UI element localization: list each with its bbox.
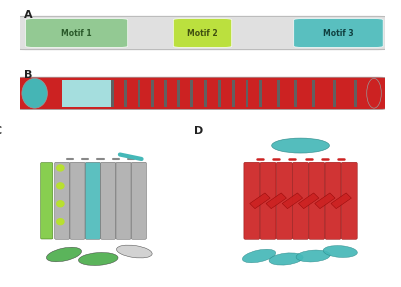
Bar <box>167 79 177 107</box>
Polygon shape <box>315 193 335 209</box>
Bar <box>277 79 280 107</box>
Ellipse shape <box>22 78 47 108</box>
Text: B: B <box>24 70 32 80</box>
FancyBboxPatch shape <box>309 162 325 239</box>
Circle shape <box>57 165 64 171</box>
Bar <box>333 79 336 107</box>
Text: A: A <box>24 9 32 20</box>
Text: C: C <box>0 126 2 136</box>
Bar <box>235 79 245 107</box>
Text: Motif 3: Motif 3 <box>323 28 354 38</box>
Polygon shape <box>331 193 351 209</box>
Ellipse shape <box>47 247 81 262</box>
Bar <box>221 79 232 107</box>
FancyBboxPatch shape <box>41 162 53 239</box>
Bar <box>204 79 207 107</box>
FancyBboxPatch shape <box>131 162 146 239</box>
Ellipse shape <box>242 249 276 263</box>
Bar <box>114 79 124 107</box>
Bar <box>354 79 357 107</box>
FancyBboxPatch shape <box>260 162 276 239</box>
FancyBboxPatch shape <box>26 19 128 47</box>
Ellipse shape <box>271 138 329 153</box>
FancyBboxPatch shape <box>244 162 260 239</box>
Polygon shape <box>298 193 319 209</box>
FancyBboxPatch shape <box>293 162 308 239</box>
Bar <box>280 79 294 107</box>
Bar <box>86 79 111 107</box>
Bar <box>138 79 140 107</box>
Bar <box>259 79 262 107</box>
Bar <box>193 79 204 107</box>
Text: Motif 2: Motif 2 <box>187 28 218 38</box>
Bar <box>111 79 114 107</box>
FancyBboxPatch shape <box>341 162 357 239</box>
Bar <box>62 79 86 107</box>
Ellipse shape <box>296 250 330 262</box>
Bar <box>336 79 354 107</box>
Ellipse shape <box>117 245 152 258</box>
Bar <box>124 79 128 107</box>
FancyBboxPatch shape <box>13 77 389 109</box>
Circle shape <box>57 219 64 225</box>
Bar <box>312 79 315 107</box>
Bar <box>218 79 221 107</box>
Bar <box>262 79 277 107</box>
Bar <box>128 79 138 107</box>
Bar <box>315 79 333 107</box>
Polygon shape <box>250 193 270 209</box>
Bar <box>140 79 151 107</box>
Bar <box>294 79 298 107</box>
Bar <box>190 79 193 107</box>
Bar <box>357 79 378 107</box>
Polygon shape <box>266 193 286 209</box>
FancyBboxPatch shape <box>325 162 341 239</box>
FancyBboxPatch shape <box>70 162 85 239</box>
Bar <box>207 79 218 107</box>
Bar <box>177 79 180 107</box>
FancyBboxPatch shape <box>11 16 392 50</box>
Bar <box>164 79 167 107</box>
Text: D: D <box>194 126 203 136</box>
FancyBboxPatch shape <box>116 162 131 239</box>
Circle shape <box>57 201 64 207</box>
Ellipse shape <box>269 253 303 265</box>
FancyBboxPatch shape <box>173 19 232 47</box>
Bar <box>154 79 164 107</box>
Ellipse shape <box>79 253 118 265</box>
FancyBboxPatch shape <box>101 162 116 239</box>
Ellipse shape <box>367 78 381 108</box>
FancyBboxPatch shape <box>294 19 383 47</box>
Bar <box>249 79 259 107</box>
Polygon shape <box>282 193 303 209</box>
Text: Motif 1: Motif 1 <box>61 28 92 38</box>
Bar <box>180 79 190 107</box>
Bar <box>151 79 154 107</box>
Bar <box>298 79 312 107</box>
FancyBboxPatch shape <box>276 162 292 239</box>
FancyBboxPatch shape <box>55 162 70 239</box>
Bar <box>245 79 249 107</box>
Circle shape <box>57 183 64 189</box>
Bar <box>232 79 235 107</box>
Ellipse shape <box>323 246 357 257</box>
Bar <box>44 79 62 107</box>
FancyBboxPatch shape <box>85 162 100 239</box>
